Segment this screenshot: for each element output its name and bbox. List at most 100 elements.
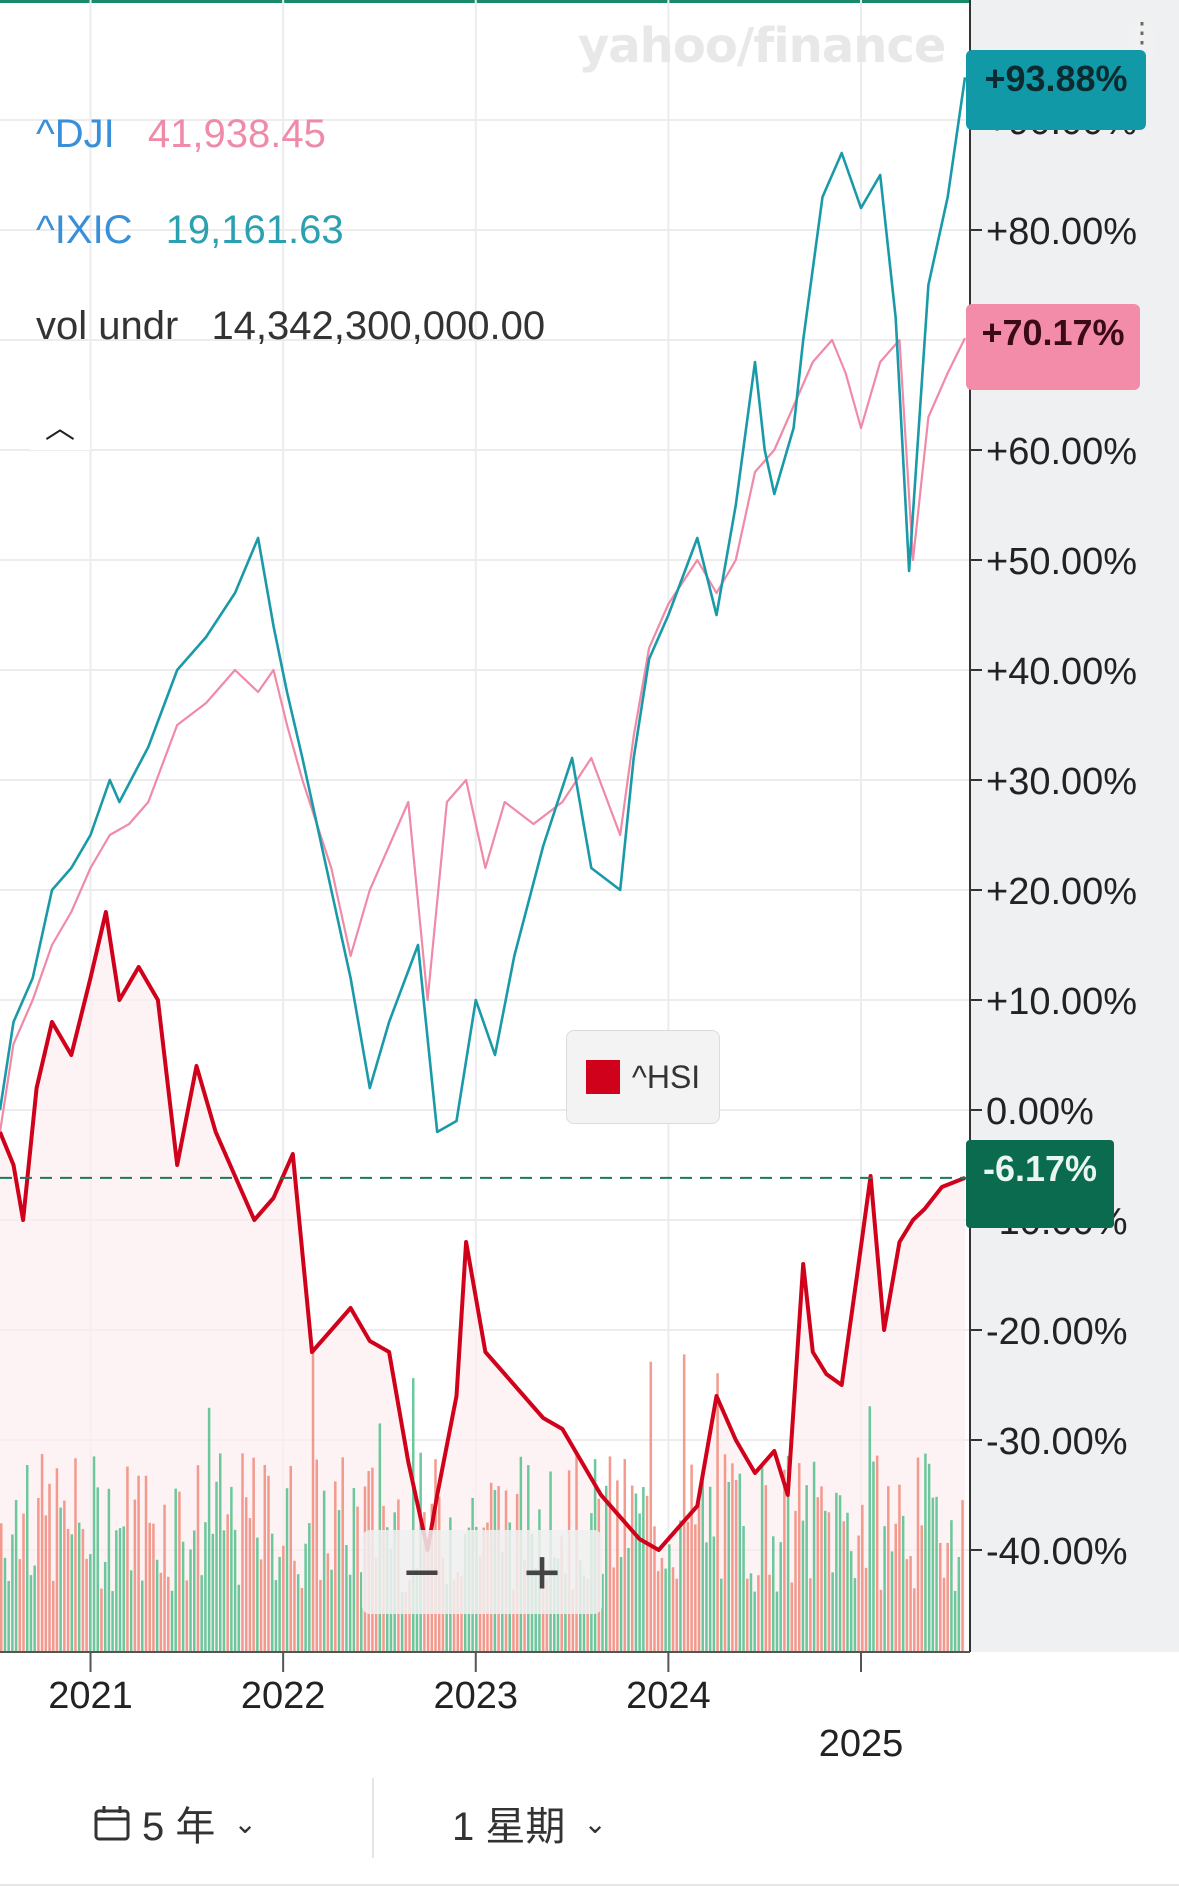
top-border	[0, 0, 1179, 3]
volume-bar	[137, 1475, 140, 1652]
volume-bar	[768, 1574, 771, 1652]
volume-bar	[616, 1480, 619, 1652]
volume-bar	[400, 1591, 404, 1652]
volume-bar	[634, 1493, 638, 1652]
volume-bars	[0, 1347, 964, 1652]
volume-bar	[749, 1573, 753, 1652]
volume-bar	[252, 1457, 255, 1652]
volume-bar	[716, 1373, 719, 1652]
volume-bar	[452, 1579, 456, 1652]
volume-bar	[890, 1551, 894, 1652]
legend-ixic-symbol: ^IXIC	[36, 208, 133, 252]
y-tick-label: +60.00%	[986, 431, 1137, 473]
volume-bar	[812, 1461, 816, 1652]
volume-bar	[731, 1463, 734, 1652]
volume-bar	[111, 1591, 114, 1652]
volume-bar	[241, 1453, 244, 1652]
volume-bar	[649, 1361, 653, 1652]
volume-bar	[642, 1486, 645, 1652]
volume-bar	[0, 1523, 3, 1652]
volume-bar	[883, 1526, 886, 1652]
volume-bar	[957, 1557, 961, 1652]
volume-bar	[144, 1475, 148, 1652]
volume-bar	[122, 1526, 125, 1652]
volume-bar	[55, 1468, 59, 1652]
volume-bar	[571, 1589, 575, 1652]
volume-bar	[809, 1578, 812, 1652]
volume-bar	[274, 1580, 278, 1652]
volume-bar	[3, 1557, 7, 1652]
volume-bar	[18, 1559, 22, 1652]
volume-bar	[189, 1549, 192, 1652]
volume-bar	[901, 1515, 905, 1652]
legend-ixic-value: 19,161.63	[165, 208, 344, 252]
volume-bar	[348, 1574, 352, 1652]
calendar-icon	[94, 1806, 130, 1841]
volume-bar	[608, 1456, 612, 1652]
volume-bar	[794, 1510, 797, 1652]
volume-bar	[155, 1559, 159, 1652]
volume-bar	[66, 1528, 70, 1652]
volume-bar	[775, 1591, 779, 1652]
volume-bar	[868, 1406, 872, 1652]
volume-bar	[816, 1497, 820, 1652]
volume-bar	[244, 1497, 248, 1652]
volume-bar	[237, 1584, 241, 1652]
y-tick-label: +30.00%	[986, 761, 1137, 803]
volume-bar	[133, 1499, 137, 1652]
legend-ixic: ^IXIC 19,161.63	[36, 208, 366, 253]
volume-bar	[783, 1469, 786, 1652]
volume-bar	[720, 1578, 723, 1652]
volume-bar	[74, 1458, 77, 1652]
volume-bar	[77, 1522, 81, 1652]
volume-bar	[185, 1580, 189, 1652]
zoom-in-button[interactable]: +	[523, 1536, 561, 1608]
zoom-out-button[interactable]: −	[403, 1536, 441, 1608]
x-tick-label: 2021	[48, 1675, 133, 1717]
volume-bar	[686, 1521, 690, 1652]
volume-bar	[167, 1576, 170, 1652]
y-tick-label: +80.00%	[986, 211, 1137, 253]
volume-bar	[256, 1537, 259, 1652]
x-axis-ticks: 2021 2022 2023 2024 2025	[48, 1652, 903, 1765]
hsi-color-swatch	[585, 1060, 620, 1094]
volume-bar	[460, 1576, 463, 1652]
volume-bar	[174, 1488, 177, 1652]
volume-bar	[801, 1520, 805, 1652]
series-line-dji	[0, 337, 966, 1133]
range-selector[interactable]: 5 年 ⌄	[92, 1794, 257, 1852]
volume-bar	[805, 1485, 808, 1652]
series-line-ixic	[0, 77, 967, 1134]
volume-bar	[887, 1486, 890, 1652]
interval-selector[interactable]: 1 星期 ⌄	[452, 1794, 607, 1852]
volume-bar	[905, 1559, 909, 1652]
volume-bar	[742, 1526, 745, 1652]
legend-dji: ^DJI 41,938.45	[36, 112, 348, 157]
volume-bar	[872, 1461, 875, 1652]
volume-bar	[823, 1510, 827, 1652]
hsi-legend-chip[interactable]: ^HSI	[566, 1030, 720, 1124]
collapse-legend-button[interactable]: ︿	[30, 400, 90, 450]
volume-bar	[927, 1463, 931, 1652]
interval-label: 1 星期	[452, 1805, 566, 1849]
volume-bar	[604, 1485, 608, 1652]
volume-bar	[757, 1575, 760, 1652]
volume-bar	[360, 1572, 363, 1652]
volume-bar	[797, 1463, 801, 1652]
volume-bar	[226, 1514, 229, 1652]
volume-bar	[337, 1510, 341, 1652]
ixic-price-badge: +93.88%	[966, 50, 1146, 130]
volume-bar	[853, 1578, 857, 1652]
volume-bar	[63, 1500, 66, 1652]
volume-bar	[85, 1558, 88, 1652]
y-tick-label: -30.00%	[986, 1421, 1128, 1463]
volume-bar	[230, 1486, 233, 1652]
volume-bar	[107, 1488, 111, 1652]
series-line-hsi	[0, 910, 966, 1552]
volume-bar	[89, 1554, 92, 1652]
volume-bar	[831, 1572, 834, 1652]
legend-dji-symbol: ^DJI	[36, 112, 115, 156]
volume-bar	[44, 1515, 48, 1652]
chevron-down-icon: ⌄	[233, 1807, 257, 1839]
